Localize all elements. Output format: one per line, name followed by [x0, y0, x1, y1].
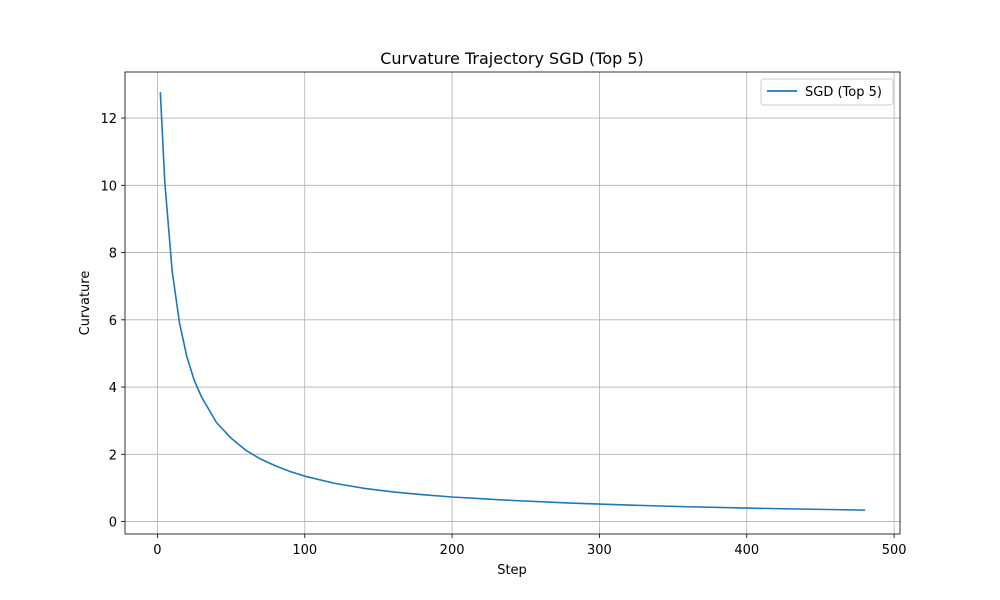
y-tick-label: 2: [109, 448, 117, 463]
x-tick-label: 0: [153, 543, 161, 558]
x-tick-label: 300: [587, 543, 612, 558]
x-tick-label: 500: [882, 543, 907, 558]
series-group: [159, 92, 866, 511]
y-ticks: 0 2 4 6 8 10 12: [100, 112, 125, 531]
chart-title: Curvature Trajectory SGD (Top 5): [380, 49, 644, 68]
y-tick-label: 12: [100, 112, 117, 127]
grid: [125, 72, 900, 534]
series-line-sgd-top-5: [159, 92, 866, 511]
x-ticks: 0 100 200 300 400 500: [153, 534, 907, 558]
y-axis-label: Curvature: [78, 271, 93, 336]
legend-label: SGD (Top 5): [805, 85, 882, 100]
y-tick-label: 10: [100, 179, 117, 194]
y-tick-label: 6: [109, 314, 117, 329]
legend: SGD (Top 5): [760, 78, 894, 106]
legend-box: [760, 78, 894, 106]
y-tick-label: 8: [109, 247, 117, 262]
y-tick-label: 4: [109, 381, 117, 396]
x-tick-label: 100: [292, 543, 317, 558]
x-tick-label: 400: [734, 543, 759, 558]
x-axis-label: Step: [497, 563, 527, 578]
y-tick-label: 0: [109, 516, 117, 531]
axes-frame: [124, 71, 901, 535]
x-tick-label: 200: [440, 543, 465, 558]
